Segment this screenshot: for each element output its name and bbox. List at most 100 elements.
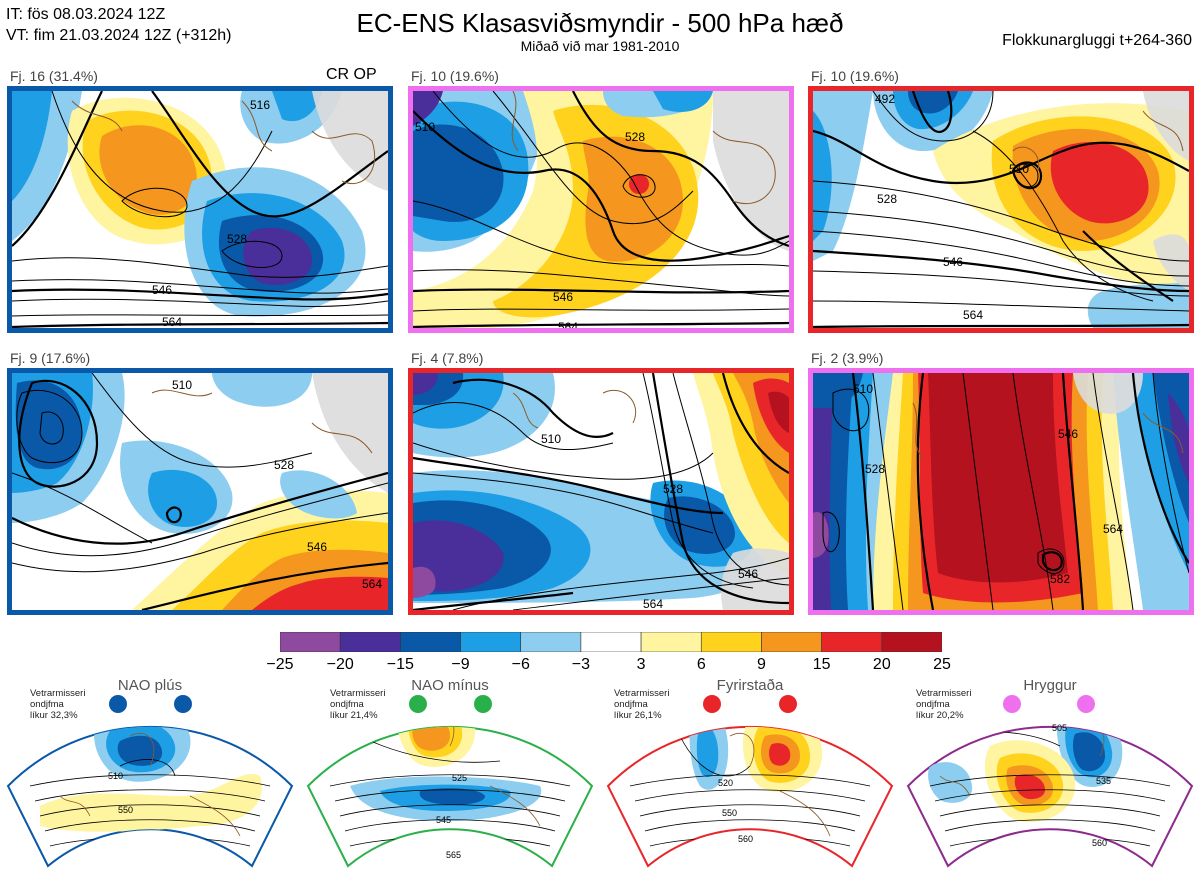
contour-label: 564	[362, 577, 382, 591]
colorbar-swatch	[821, 631, 883, 653]
contour-label: 535	[1096, 776, 1111, 786]
panel-label: Fj. 4 (7.8%)	[411, 350, 484, 366]
contour-label: 510	[541, 432, 561, 446]
contour-label: 546	[738, 567, 758, 581]
contour-label: 564	[162, 315, 182, 328]
colorbar-tick-label: −15	[386, 656, 414, 673]
contour-label: 564	[558, 320, 578, 328]
panel-label: Fj. 16 (31.4%)	[10, 68, 98, 84]
contour-label: 510	[853, 382, 873, 396]
page-title: EC-ENS Klasasviðsmyndir - 500 hPa hæð	[356, 8, 844, 38]
panel-label: Fj. 9 (17.6%)	[10, 350, 91, 366]
regime-nao-minus: 525 545 565 NAO mínus Vetrarmisseri ondj…	[300, 676, 600, 871]
height-anomaly-map: 510 528 546 564	[413, 373, 789, 610]
regime-blocking: 520 550 560 Fyrirstaða Vetrarmisseri ond…	[600, 676, 900, 871]
regime-note: Vetrarmisseri ondjfma líkur 32,3%	[30, 688, 86, 721]
regime-ridge: 505 535 560 Hryggur Vetrarmisseri ondjfm…	[900, 676, 1200, 871]
contour-label: 528	[227, 232, 247, 246]
cluster-map-5: 510 528 546 564	[408, 368, 794, 615]
contour-label: 546	[307, 540, 327, 554]
header-info: IT: fös 08.03.2024 12Z VT: fim 21.03.202…	[6, 4, 231, 46]
cluster-map-6: 510 528 546 564 582	[808, 368, 1194, 615]
colorbar-tick-label: 25	[933, 656, 951, 673]
contour-label: 546	[152, 283, 172, 297]
regime-map: 525 545 565	[306, 695, 594, 868]
contour-label: 510	[108, 771, 123, 781]
colorbar-tick-label: −3	[571, 656, 591, 673]
contour-label: 505	[1052, 723, 1067, 733]
colorbar-tick-label: 15	[812, 656, 831, 673]
contour-label: 550	[118, 805, 133, 815]
colorbar-tick-label: −20	[326, 656, 354, 673]
valid-time: VT: fim 21.03.2024 12Z (+312h)	[6, 27, 232, 44]
contour-label: 560	[1092, 838, 1107, 848]
contour-label: 546	[553, 290, 573, 304]
colorbar-tick-label: −9	[451, 656, 470, 673]
colorbar-swatch	[279, 631, 341, 653]
cluster-map-2: 510 528 546 564	[408, 86, 794, 333]
regime-name: Hryggur	[1023, 677, 1077, 694]
regime-nao-plus: 510 550 NAO plús Vetrarmisseri ondjfma l…	[0, 676, 300, 871]
regime-map: 505 535 560	[906, 695, 1194, 868]
contour-label: 564	[1103, 522, 1123, 536]
contour-label: 528	[865, 462, 885, 476]
contour-label: 510	[1009, 162, 1029, 176]
colorbar-swatch	[339, 631, 401, 653]
contour-label: 582	[1050, 572, 1070, 586]
contour-label: 528	[663, 482, 683, 496]
classification-window: Flokkunargluggi t+264-360	[1002, 32, 1192, 49]
page-subtitle: Miðað við mar 1981-2010	[520, 38, 680, 54]
regime-note: Vetrarmisseri ondjfma líkur 20,2%	[916, 688, 972, 721]
contour-label: 560	[738, 834, 753, 844]
height-anomaly-map: 510 528 546 564	[413, 91, 789, 328]
cluster-map-1: 516 528 546 564	[7, 86, 393, 333]
regime-name: Fyrirstaða	[716, 677, 784, 694]
regime-name: NAO mínus	[411, 677, 489, 694]
colorbar-swatches	[279, 631, 943, 653]
colorbar-tick-label: 9	[757, 656, 766, 673]
contour-label: 510	[415, 120, 435, 134]
contour-label: 550	[722, 808, 737, 818]
colorbar	[279, 631, 943, 653]
panel-label: Fj. 10 (19.6%)	[411, 68, 499, 84]
contour-label: 546	[1058, 427, 1078, 441]
height-anomaly-map: 516 528 546 564	[12, 91, 388, 328]
contour-label: 520	[718, 778, 733, 788]
colorbar-swatch	[881, 631, 943, 653]
colorbar-tick-label: 6	[696, 656, 706, 673]
contour-label: 565	[446, 850, 461, 860]
contour-label: 492	[875, 92, 895, 106]
crop-label: CR OP	[326, 66, 377, 83]
colorbar-swatch	[761, 631, 822, 653]
contour-label: 525	[452, 773, 467, 783]
regime-map: 510 550	[6, 695, 294, 868]
contour-label: 528	[625, 130, 645, 144]
colorbar-swatch	[460, 631, 522, 653]
contour-label: 528	[274, 458, 294, 472]
colorbar-swatch	[520, 631, 582, 653]
contour-label: 510	[172, 378, 192, 392]
colorbar-tick-label: −25	[266, 656, 294, 673]
contour-label: 528	[877, 192, 897, 206]
colorbar-swatch	[580, 631, 642, 653]
height-anomaly-map: 510 528 546 564	[12, 373, 388, 610]
contour-label: 564	[643, 597, 663, 610]
height-anomaly-map: 510 528 546 564 582	[813, 373, 1189, 610]
contour-label: 546	[943, 255, 963, 269]
panel-label: Fj. 2 (3.9%)	[811, 350, 884, 366]
regime-note: Vetrarmisseri ondjfma líkur 21,4%	[330, 688, 386, 721]
regime-name: NAO plús	[117, 677, 183, 694]
colorbar-swatch	[640, 631, 702, 653]
initial-time: IT: fös 08.03.2024 12Z	[6, 6, 166, 23]
cluster-map-4: 510 528 546 564	[7, 368, 393, 615]
colorbar-tick-label: −6	[511, 656, 530, 673]
colorbar-tick-label: 3	[636, 656, 646, 673]
contour-label: 564	[963, 308, 983, 322]
cluster-map-3: 492 510 528 546 564	[808, 86, 1194, 333]
contour-label: 545	[436, 815, 451, 825]
colorbar-swatch	[400, 631, 461, 653]
height-anomaly-map: 492 510 528 546 564	[813, 91, 1189, 328]
regime-note: Vetrarmisseri ondjfma líkur 26,1%	[614, 688, 670, 721]
colorbar-tick-label: 20	[872, 656, 891, 673]
regime-map: 520 550 560	[606, 695, 894, 868]
